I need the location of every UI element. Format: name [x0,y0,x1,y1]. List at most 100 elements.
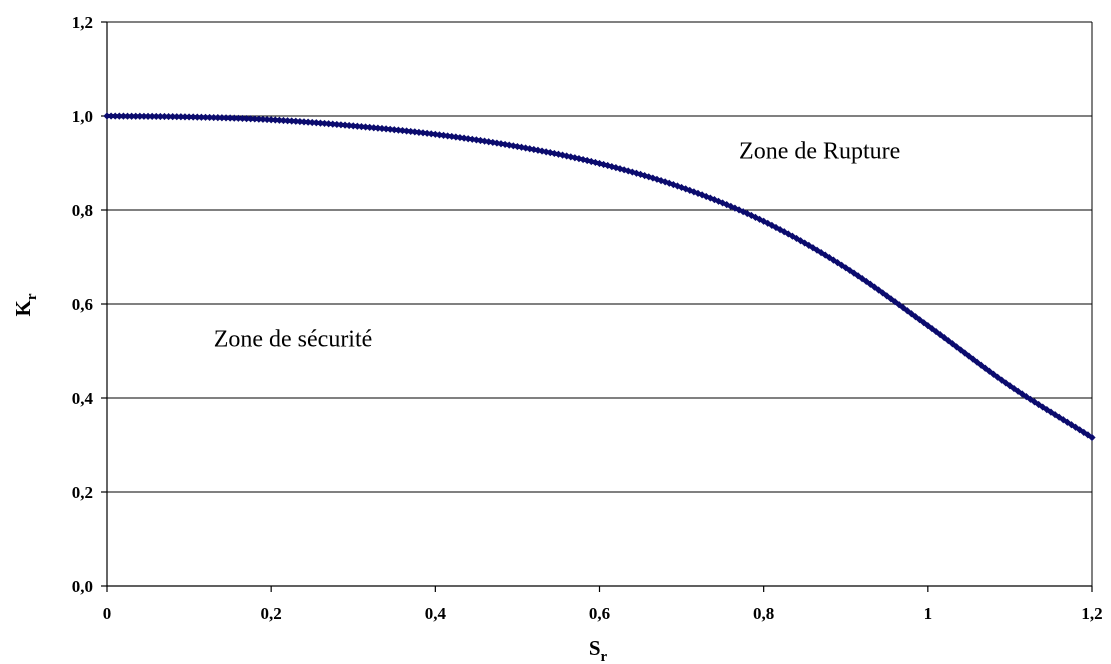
series-point-marker [1088,433,1096,442]
series-point-marker [288,117,296,125]
series-point-marker [386,125,394,133]
series-point-marker [123,112,132,120]
series-point-marker [825,253,833,262]
series-point-marker [517,143,526,151]
series-point-marker [292,117,300,125]
series-point-marker [374,124,382,132]
series-point-marker [312,119,320,127]
series-point-marker [185,113,193,121]
series-point-marker [489,138,497,147]
y-axis-title-sub: r [24,293,40,300]
series-point-marker [751,213,760,221]
series-point-marker [690,188,698,196]
series-point-marker [821,251,829,259]
series-point-marker [973,358,981,366]
series-point-marker [813,246,821,254]
series-point-marker [316,119,325,127]
x-axis-title-sub: r [601,649,608,664]
series-point-marker [903,307,911,315]
series-point-marker [1014,387,1022,395]
series-point-marker [378,124,386,133]
axes [101,21,1093,592]
series-point-marker [275,116,283,124]
series-point-marker [218,114,226,122]
x-tick-label: 0,2 [261,604,282,623]
x-tick-label: 1 [924,604,933,623]
series-point-marker [263,115,271,124]
series-point-marker [776,225,784,234]
series-point-marker [337,121,345,129]
series-point-marker [390,126,398,134]
series-point-marker [177,113,185,121]
gridlines [107,21,1092,493]
series-point-marker [801,239,809,247]
y-tick-label: 0,8 [72,201,93,220]
y-tick-label: 0,6 [72,295,93,314]
series-point-marker [234,114,242,122]
x-tick-label: 1,2 [1081,604,1102,623]
series-point-marker [653,175,661,183]
series-point-marker [665,179,673,187]
series-point-marker [977,361,985,369]
series-point-marker [345,121,353,130]
x-tick-label: 0 [103,604,112,623]
series-point-marker [111,112,119,120]
series-point-marker [247,115,255,123]
series-point-marker [296,117,304,126]
series-point-marker [325,120,333,128]
y-axis-title-main: K [11,300,35,317]
series-point-marker [308,118,316,127]
series-point-marker [197,113,205,121]
series-point-marker [304,118,312,126]
series-point-marker [370,124,378,132]
series-point-marker [874,286,883,294]
series-point-marker [1039,403,1047,411]
series-point-marker [271,116,279,124]
series-point-marker [985,367,993,375]
series-point-marker [366,123,374,131]
series-point-marker [542,148,550,156]
series-point-marker [242,115,251,123]
series-point-marker [107,112,115,120]
series-point-marker [382,125,390,133]
series-point-marker [883,292,891,300]
series-point-marker [838,261,846,269]
series-point-marker [936,330,944,339]
series-point-marker [850,269,858,277]
series-point-marker [1010,384,1018,393]
series-point-marker [398,126,407,135]
y-tick-label: 0,4 [72,389,94,408]
series-point-marker [862,277,870,286]
series-point-marker [329,120,337,128]
series-point-marker [169,113,177,121]
series-point-marker [193,113,201,121]
series-point-marker [423,129,431,137]
series-point-marker [554,150,563,158]
series-point-marker [156,112,164,121]
tick-labels: 0,0 0,2 0,4 0,6 0,8 1,0 1,2 0 0,2 0,4 0,6 0,8 1 1,2 [72,13,1103,623]
series-point-marker [641,171,649,180]
zone-annotation-0: Zone de Rupture [739,138,900,164]
series-point-marker [333,120,341,129]
series-point-marker [439,131,448,139]
series-point-marker [415,128,423,136]
series-point-marker [201,113,210,121]
y-tick-label: 1,0 [72,107,93,126]
series-point-marker [349,122,357,130]
series-point-marker [505,141,513,149]
series-point-marker [407,127,415,136]
series-point-marker [341,121,349,129]
series-point-marker [464,135,472,143]
y-tick-label: 1,2 [72,13,93,32]
series-point-marker [283,117,292,125]
series-point-marker [226,114,234,122]
series-point-marker [251,115,259,123]
series-point-marker [1026,395,1035,403]
series-point-marker [1006,382,1014,390]
series-group [103,112,1096,442]
series-point-marker [160,112,169,121]
series-point-marker [948,340,957,348]
series-point-marker [115,112,123,120]
series-point-marker [702,192,710,201]
series-point-marker [255,115,263,123]
